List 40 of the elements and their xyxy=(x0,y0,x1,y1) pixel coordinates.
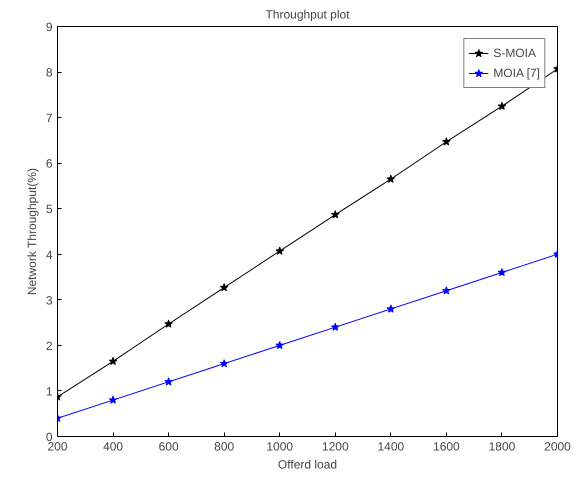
y-tick-label: 9 xyxy=(46,20,53,34)
point xyxy=(386,174,396,183)
x-tick-label: 200 xyxy=(47,440,68,454)
point xyxy=(220,283,228,292)
chart-title: Throughput plot xyxy=(265,8,350,22)
y-tick-label: 3 xyxy=(46,293,53,308)
y-axis-title: Network Throughput(%) xyxy=(24,168,39,296)
point xyxy=(330,210,340,218)
point xyxy=(330,322,340,331)
point xyxy=(220,359,228,368)
x-tick-label: 1600 xyxy=(433,440,460,454)
x-tick-label: 1000 xyxy=(266,440,294,454)
point xyxy=(442,137,451,146)
x-tick-label: 1400 xyxy=(377,440,405,454)
x-tick-label: 600 xyxy=(158,440,179,454)
x-tick-label: 1800 xyxy=(488,440,516,454)
x-tick-label: 2000 xyxy=(544,440,572,454)
x-tick-label: 400 xyxy=(103,440,124,454)
x-axis-title: Offerd load xyxy=(278,458,338,472)
point xyxy=(386,304,396,313)
y-tick-label: 2 xyxy=(46,338,53,353)
y-tick-label: 1 xyxy=(46,384,53,398)
point xyxy=(164,377,173,386)
y-tick-label: 7 xyxy=(46,111,53,126)
point xyxy=(498,102,506,110)
y-tick-label: 8 xyxy=(46,66,53,80)
point xyxy=(275,340,284,350)
y-tick-label: 5 xyxy=(46,202,53,216)
point xyxy=(108,356,118,366)
y-tick-label: 4 xyxy=(46,248,53,262)
x-tick-label: 1200 xyxy=(322,440,349,454)
point xyxy=(275,246,284,255)
point xyxy=(498,268,506,276)
point xyxy=(442,286,451,294)
point xyxy=(108,396,118,404)
legend-label: S-MOIA xyxy=(493,46,536,60)
y-tick-label: 6 xyxy=(46,156,53,171)
point xyxy=(164,319,173,328)
x-tick-label: 800 xyxy=(214,440,235,454)
legend-label: MOIA [7] xyxy=(493,66,540,80)
